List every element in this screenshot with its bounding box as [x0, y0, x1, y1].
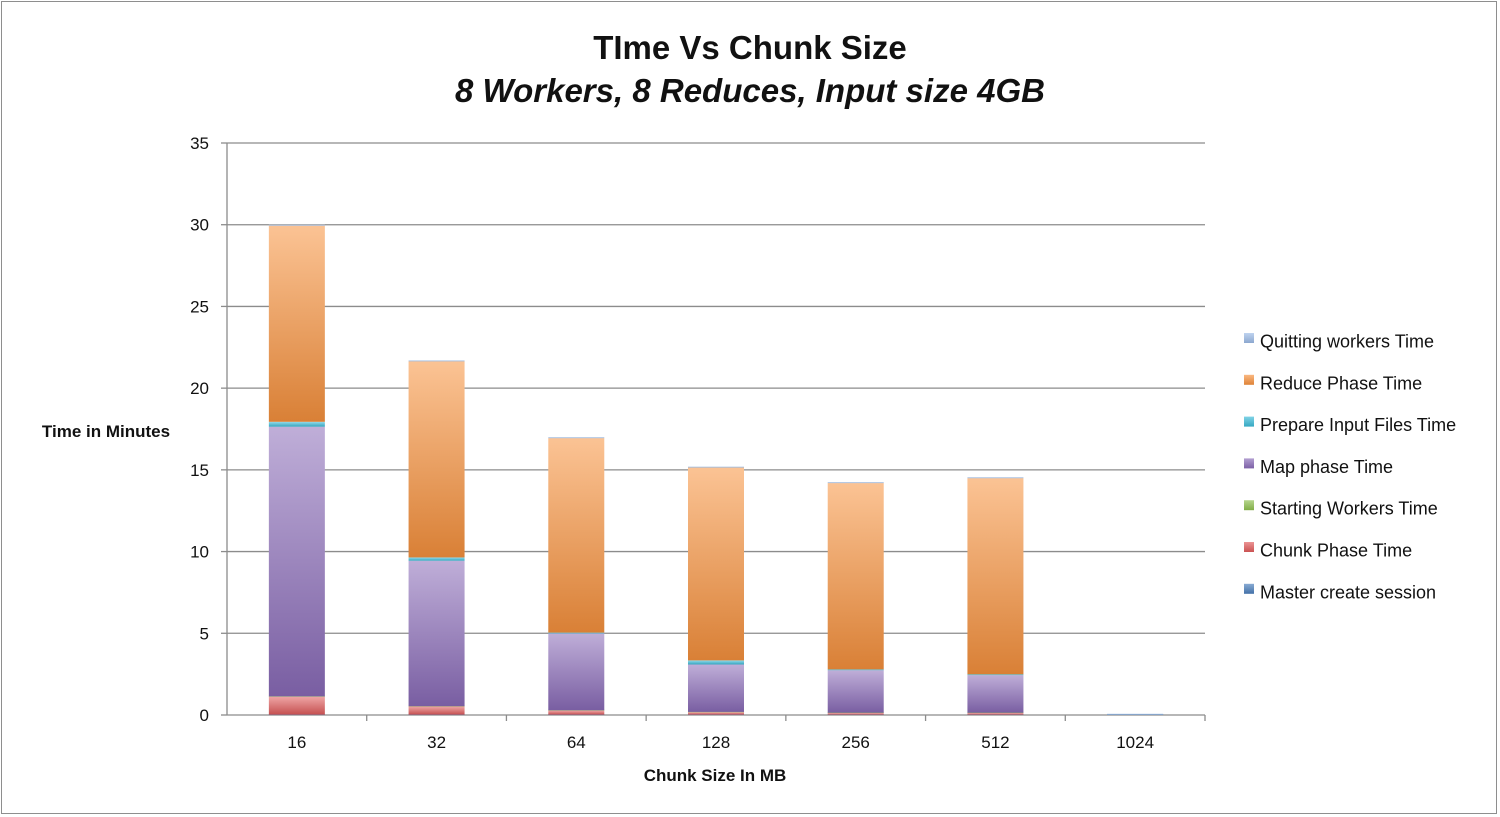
bar-segment — [967, 713, 1024, 715]
x-tick-label: 16 — [287, 733, 306, 752]
bar-segment — [408, 360, 465, 362]
legend-item: Master create session — [1244, 582, 1436, 602]
bar-segment — [268, 426, 325, 697]
legend-label: Prepare Input Files Time — [1260, 415, 1456, 435]
legend-label: Reduce Phase Time — [1260, 373, 1422, 393]
bar-segment — [408, 706, 465, 715]
chart-title: TIme Vs Chunk Size — [593, 29, 907, 66]
y-tick-label: 35 — [190, 134, 209, 153]
x-tick-label: 512 — [981, 733, 1009, 752]
y-axis-label: Time in Minutes — [42, 422, 170, 441]
chart-subtitle: 8 Workers, 8 Reduces, Input size 4GB — [455, 72, 1045, 109]
bar-segment — [268, 224, 325, 226]
bar-segment — [408, 557, 465, 561]
legend-swatch — [1244, 583, 1254, 594]
legend-swatch — [1244, 416, 1254, 427]
bar-segment — [827, 713, 884, 715]
legend-item: Chunk Phase Time — [1244, 541, 1412, 561]
x-axis-label: Chunk Size In MB — [644, 766, 787, 785]
y-tick-label: 5 — [200, 624, 209, 643]
bar-segment — [688, 712, 744, 715]
legend-swatch — [1244, 542, 1254, 552]
y-tick-label: 20 — [190, 379, 209, 398]
bar-segment — [827, 669, 884, 671]
bar-segment — [967, 477, 1024, 479]
tick-labels: 0 5 10 15 20 25 30 35 16 32 64 128 256 512 1024 — [190, 134, 1154, 752]
bars — [268, 224, 1164, 715]
legend-item: Prepare Input Files Time — [1244, 415, 1456, 435]
bar-segment — [827, 670, 884, 713]
x-tick-label: 128 — [702, 733, 730, 752]
y-tick-label: 30 — [190, 216, 209, 235]
legend-item: Quitting workers Time — [1244, 332, 1434, 352]
y-tick-label: 15 — [190, 461, 209, 480]
bar-segment — [548, 438, 605, 633]
bar-segment — [268, 421, 325, 427]
bar-segment — [967, 478, 1024, 675]
bar-segment — [688, 466, 744, 468]
legend-item: Reduce Phase Time — [1244, 373, 1422, 393]
bar-segment — [688, 467, 744, 661]
bar-segment — [967, 674, 1024, 676]
legend-label: Chunk Phase Time — [1260, 541, 1412, 561]
bar-segment — [268, 225, 325, 422]
legend-item: Map phase Time — [1244, 457, 1393, 477]
legend-swatch — [1244, 500, 1254, 511]
bar-segment — [408, 560, 465, 707]
legend-label: Map phase Time — [1260, 457, 1393, 477]
legend: Quitting workers Time Reduce Phase Time Pr… — [1244, 332, 1456, 602]
legend-label: Starting Workers Time — [1260, 499, 1438, 519]
bar-segment — [1107, 713, 1164, 715]
x-tick-label: 32 — [427, 733, 446, 752]
bar-segment — [827, 483, 884, 670]
bar-segment — [967, 675, 1024, 713]
y-tick-label: 0 — [200, 706, 209, 725]
y-tick-label: 25 — [190, 297, 209, 316]
legend-swatch — [1244, 374, 1254, 385]
bar-segment — [548, 633, 605, 711]
legend-swatch — [1244, 333, 1254, 343]
bar-segment — [827, 482, 884, 484]
bar-segment — [548, 437, 605, 439]
x-tick-label: 1024 — [1116, 733, 1154, 752]
legend-label: Master create session — [1260, 582, 1436, 602]
bar-segment — [548, 632, 605, 634]
bar-segment — [408, 361, 465, 558]
bar-segment — [548, 710, 605, 715]
x-tick-label: 64 — [567, 733, 586, 752]
legend-item: Starting Workers Time — [1244, 499, 1438, 519]
legend-label: Quitting workers Time — [1260, 332, 1434, 352]
bar-segment — [268, 696, 325, 715]
x-tick-label: 256 — [842, 733, 870, 752]
bar-segment — [688, 660, 744, 665]
bar-segment — [688, 664, 744, 712]
y-tick-label: 10 — [190, 543, 209, 562]
legend-swatch — [1244, 458, 1254, 469]
